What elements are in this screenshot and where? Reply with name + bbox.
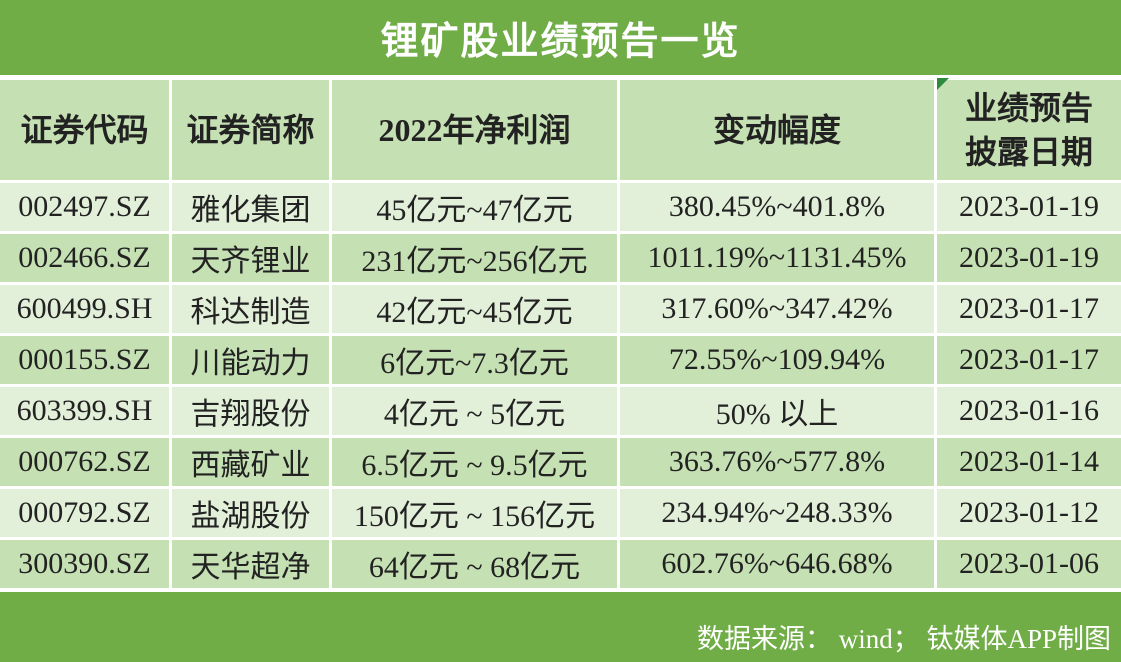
table-cell: 2023-01-14 bbox=[937, 438, 1121, 486]
table-cell: 科达制造 bbox=[172, 285, 329, 333]
header-cell: 证券简称 bbox=[172, 80, 329, 180]
header-cell: 证券代码 bbox=[0, 80, 169, 180]
source: 数据来源： wind； 钛媒体APP制图 bbox=[0, 592, 1121, 662]
table-cell: 317.60%~347.42% bbox=[620, 285, 934, 333]
table-cell: 2023-01-16 bbox=[937, 387, 1121, 435]
header-cell: 2022年净利润 bbox=[332, 80, 617, 180]
table-cell: 盐湖股份 bbox=[172, 489, 329, 537]
table-cell: 6.5亿元 ~ 9.5亿元 bbox=[332, 438, 617, 486]
table-cell: 2023-01-17 bbox=[937, 285, 1121, 333]
table-cell: 72.55%~109.94% bbox=[620, 336, 934, 384]
table-cell: 西藏矿业 bbox=[172, 438, 329, 486]
table-cell: 000792.SZ bbox=[0, 489, 169, 537]
title: 锂矿股业绩预告一览 bbox=[0, 0, 1121, 75]
table-cell: 380.45%~401.8% bbox=[620, 183, 934, 231]
table-cell: 64亿元 ~ 68亿元 bbox=[332, 540, 617, 588]
table-cell: 000155.SZ bbox=[0, 336, 169, 384]
table-cell: 300390.SZ bbox=[0, 540, 169, 588]
table-cell: 2023-01-19 bbox=[937, 183, 1121, 231]
table-cell: 天华超净 bbox=[172, 540, 329, 588]
table-cell: 150亿元 ~ 156亿元 bbox=[332, 489, 617, 537]
table-cell: 2023-01-06 bbox=[937, 540, 1121, 588]
table-cell: 600499.SH bbox=[0, 285, 169, 333]
table-cell: 42亿元~45亿元 bbox=[332, 285, 617, 333]
table-cell: 天齐锂业 bbox=[172, 234, 329, 282]
table-cell: 231亿元~256亿元 bbox=[332, 234, 617, 282]
table-cell: 234.94%~248.33% bbox=[620, 489, 934, 537]
header-cell: 业绩预告 披露日期 bbox=[937, 80, 1121, 180]
table-cell: 1011.19%~1131.45% bbox=[620, 234, 934, 282]
table-cell: 2023-01-12 bbox=[937, 489, 1121, 537]
table-cell: 2023-01-19 bbox=[937, 234, 1121, 282]
table-cell: 川能动力 bbox=[172, 336, 329, 384]
table-cell: 002466.SZ bbox=[0, 234, 169, 282]
table-cell: 45亿元~47亿元 bbox=[332, 183, 617, 231]
table-cell: 雅化集团 bbox=[172, 183, 329, 231]
table-cell: 363.76%~577.8% bbox=[620, 438, 934, 486]
header-cell: 变动幅度 bbox=[620, 80, 934, 180]
table-cell: 000762.SZ bbox=[0, 438, 169, 486]
table-cell: 002497.SZ bbox=[0, 183, 169, 231]
table-cell: 4亿元 ~ 5亿元 bbox=[332, 387, 617, 435]
table-cell: 2023-01-17 bbox=[937, 336, 1121, 384]
table-cell: 6亿元~7.3亿元 bbox=[332, 336, 617, 384]
table-cell: 吉翔股份 bbox=[172, 387, 329, 435]
table-cell: 603399.SH bbox=[0, 387, 169, 435]
table-cell: 50% 以上 bbox=[620, 387, 934, 435]
table-cell: 602.76%~646.68% bbox=[620, 540, 934, 588]
comment-marker bbox=[937, 78, 949, 90]
